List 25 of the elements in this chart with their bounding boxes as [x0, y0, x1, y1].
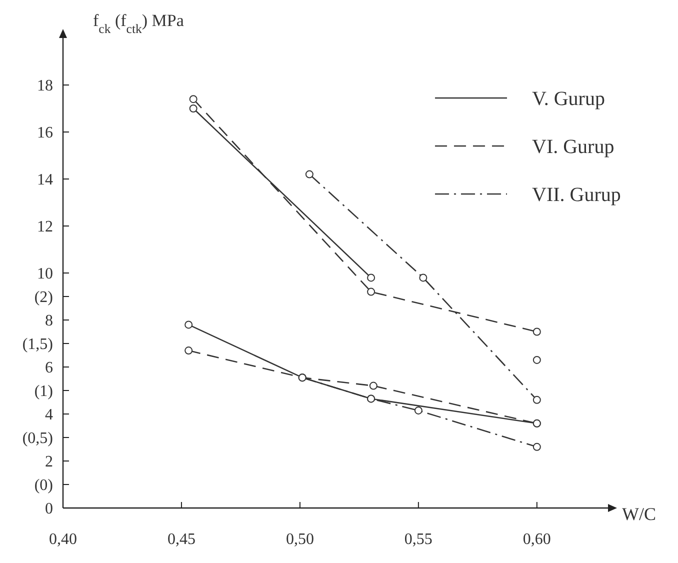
- x-tick-label: 0,40: [49, 531, 77, 548]
- x-tick-label: 0,50: [286, 531, 314, 548]
- y-tick-label: 16: [37, 124, 53, 142]
- y-tick-label: 6: [45, 360, 53, 377]
- x-tick-label: 0,60: [522, 531, 551, 548]
- y2-tick-label: (0,5): [22, 430, 53, 448]
- y-tick-label: 18: [37, 78, 53, 95]
- y-tick-label: 12: [37, 218, 53, 236]
- y2-tick-label: (0): [34, 477, 53, 494]
- y-tick-label: 14: [37, 172, 53, 189]
- y2-tick-label: (1): [34, 383, 53, 400]
- y-tick-label: 0: [45, 500, 53, 518]
- legend-label: VI. Gurup: [532, 136, 614, 158]
- y-tick-label: 4: [45, 406, 53, 424]
- x-tick-label: 0,55: [404, 531, 432, 548]
- y-tick-label: 2: [45, 454, 53, 471]
- y2-tick-label: (2): [34, 289, 53, 306]
- legend-label: V. Gurup: [532, 88, 605, 110]
- y-axis-title: f$_{ck}$ (f$_{ctk}$) MPa: [93, 11, 184, 36]
- y-tick-label: 8: [45, 312, 53, 330]
- y2-tick-label: (1,5): [22, 336, 53, 354]
- y-tick-label: 10: [37, 266, 53, 283]
- x-tick-label: 0,45: [167, 531, 196, 548]
- legend-label: VII. Gurup: [532, 184, 621, 206]
- x-axis-title: W/C: [622, 504, 656, 524]
